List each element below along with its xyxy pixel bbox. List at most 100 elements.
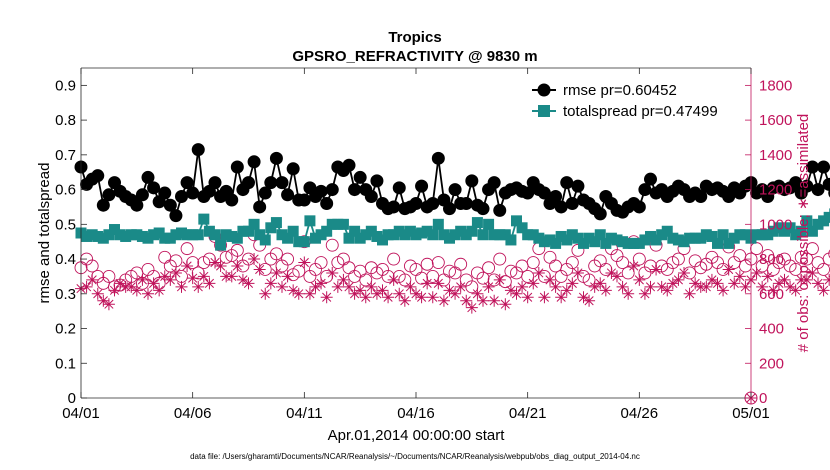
totalspread-point xyxy=(779,225,790,237)
obs-assimilated-point xyxy=(415,291,428,304)
tick-layer: 04/01 04/06 04/11 04/16 04/21 04/26 05/0100.10… xyxy=(55,68,792,422)
totalspread-point xyxy=(650,234,662,246)
obs-assimilated-point xyxy=(465,301,478,314)
totalspread-point xyxy=(103,229,115,241)
obs-assimilated-point xyxy=(158,270,171,283)
obs-assimilated-point xyxy=(627,260,640,272)
obs-possible-point xyxy=(476,271,490,285)
totalspread-point xyxy=(823,211,830,223)
y-tick-label: 0.6 xyxy=(55,182,76,199)
obs-assimilated-point xyxy=(231,260,244,272)
obs-possible-point xyxy=(387,252,401,266)
totalspread-point xyxy=(550,237,562,249)
obs-assimilated-point xyxy=(761,270,774,283)
rmse-point xyxy=(102,188,116,202)
rmse-point xyxy=(537,186,551,200)
rmse-point xyxy=(521,186,535,200)
obs-assimilated-point xyxy=(493,273,506,286)
obs-possible-point xyxy=(571,243,585,257)
obs-assimilated-point xyxy=(298,256,311,269)
obs-assimilated-point xyxy=(337,273,350,286)
totalspread-point xyxy=(432,218,444,230)
obs-possible-point xyxy=(169,254,183,268)
obs-assimilated-point xyxy=(482,280,495,293)
rmse-point xyxy=(130,198,144,212)
totalspread-point xyxy=(276,229,288,241)
totalspread-point xyxy=(499,229,511,241)
totalspread-point xyxy=(656,229,668,241)
totalspread-point xyxy=(756,229,768,241)
obs-assimilated-point xyxy=(192,280,205,293)
obs-assimilated-point xyxy=(169,266,182,279)
totalspread-point xyxy=(393,225,405,237)
obs-assimilated-point xyxy=(650,263,663,276)
chart-title: Tropics xyxy=(388,29,441,46)
obs-assimilated-point xyxy=(678,266,690,279)
rmse-point xyxy=(325,183,339,197)
legend-rmse-label: rmse pr=0.60452 xyxy=(563,82,677,99)
totalspread-point xyxy=(712,237,723,249)
obs-assimilated-point xyxy=(437,294,450,307)
totalspread-point xyxy=(243,225,254,237)
totalspread-point xyxy=(310,232,321,244)
rmse-point xyxy=(571,179,585,193)
rmse-point xyxy=(163,198,177,212)
totalspread-point xyxy=(377,234,388,246)
obs-assimilated-point xyxy=(661,284,674,297)
totalspread-point xyxy=(125,229,137,241)
rmse-point xyxy=(549,190,563,204)
x-tick-label: 04/01 xyxy=(62,405,100,422)
totalspread-point xyxy=(689,232,701,244)
obs-assimilated-point xyxy=(566,277,579,290)
rmse-point xyxy=(175,190,188,204)
obs-assimilated-point xyxy=(622,287,635,300)
rmse-point xyxy=(387,200,401,214)
totalspread-point xyxy=(421,225,433,237)
obs-assimilated-point xyxy=(153,284,166,297)
totalspread-point xyxy=(360,229,372,241)
totalspread-point xyxy=(600,237,612,249)
totalspread-point xyxy=(527,229,539,241)
rmse-point xyxy=(208,176,222,190)
obs-assimilated-point xyxy=(382,291,395,304)
rmse-point xyxy=(409,196,423,210)
rmse-point xyxy=(632,200,646,214)
obs-assimilated-point xyxy=(599,284,612,297)
obs-assimilated-point xyxy=(186,272,199,285)
totalspread-point xyxy=(404,225,416,237)
obs-assimilated-point xyxy=(264,277,277,290)
totalspread-point xyxy=(505,234,517,246)
totalspread-point xyxy=(337,218,349,230)
obs-assimilated-point xyxy=(287,284,300,297)
totalspread-point xyxy=(382,229,394,241)
totalspread-point xyxy=(343,232,355,244)
rmse-point xyxy=(364,190,378,204)
y-tick-label: 0.2 xyxy=(55,321,76,338)
rmse-point xyxy=(320,196,334,210)
obs-assimilated-point xyxy=(359,291,372,304)
data-layer xyxy=(74,143,830,405)
totalspread-point xyxy=(92,230,104,242)
obs-assimilated-point xyxy=(147,277,160,290)
totalspread-point xyxy=(131,229,143,241)
rmse-point xyxy=(811,183,825,197)
obs-assimilated-point xyxy=(532,266,545,279)
obs-possible-point xyxy=(582,273,596,287)
totalspread-point xyxy=(533,232,545,244)
obs-assimilated-point xyxy=(784,280,797,293)
rmse-point xyxy=(560,176,574,190)
totalspread-point xyxy=(672,234,684,246)
obs-assimilated-point xyxy=(108,284,121,297)
totalspread-point xyxy=(728,232,740,244)
totalspread-point xyxy=(706,230,718,242)
obs-possible-point xyxy=(269,247,283,261)
totalspread-point xyxy=(466,225,478,237)
obs-possible-point xyxy=(526,256,540,269)
totalspread-point xyxy=(192,229,204,241)
totalspread-point xyxy=(661,225,673,237)
obs-assimilated-point xyxy=(454,280,467,293)
obs-assimilated-point xyxy=(404,280,417,293)
totalspread-point xyxy=(516,222,528,234)
obs-assimilated-point xyxy=(114,277,127,290)
totalspread-point xyxy=(477,229,489,241)
